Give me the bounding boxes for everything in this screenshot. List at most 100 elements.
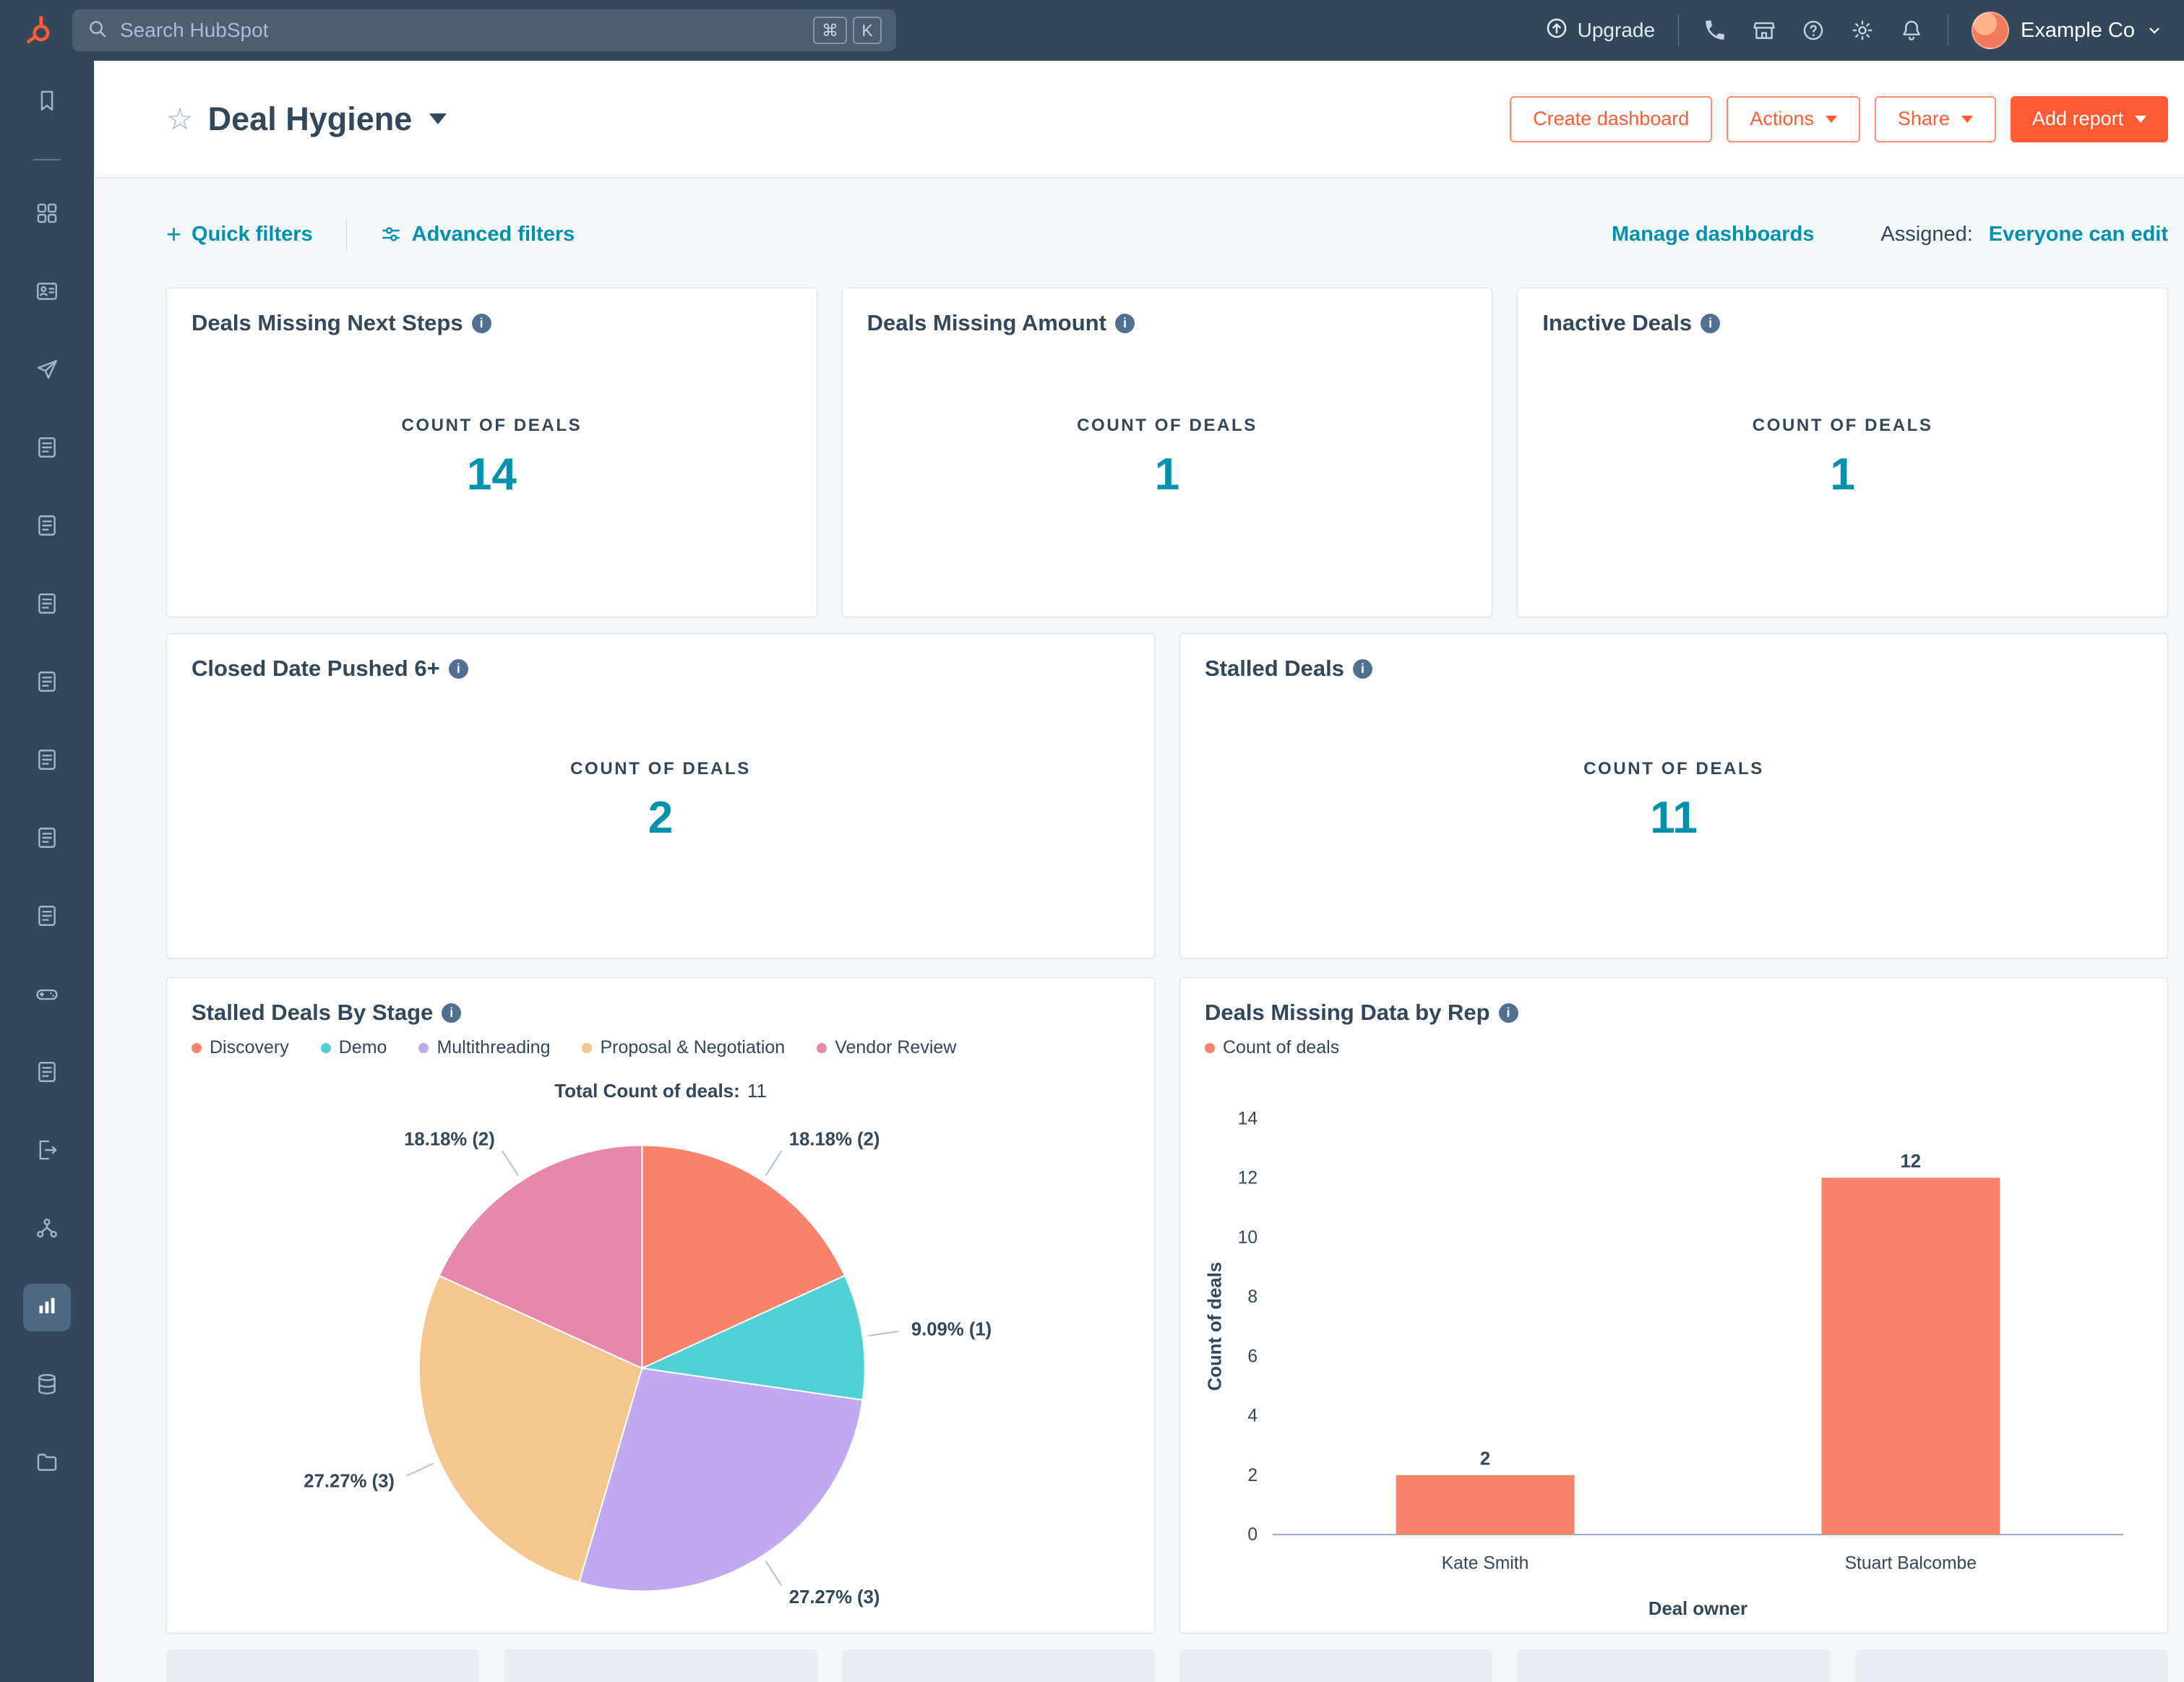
- gear-icon[interactable]: [1849, 17, 1875, 43]
- sidebar-item-data[interactable]: [23, 1362, 71, 1409]
- pie-chart[interactable]: 18.18% (2) 9.09% (1) 27.27% (3) 27.27% (3) 1…: [167, 1102, 1154, 1627]
- actions-button[interactable]: Actions: [1727, 95, 1860, 142]
- kpi-row-1: Deals Missing Next Steps COUNT OF DEALS …: [166, 288, 2168, 617]
- search-input[interactable]: ⌘ K: [72, 9, 896, 51]
- metric-value: 2: [648, 792, 674, 843]
- add-report-label: Add report: [2032, 108, 2123, 129]
- card-title: Closed Date Pushed 6+: [192, 656, 440, 681]
- sidebar-item-dashboards[interactable]: [23, 191, 71, 239]
- controller-icon: [35, 982, 59, 1010]
- info-icon[interactable]: [1352, 658, 1372, 679]
- doc-icon: [35, 669, 59, 698]
- topbar-actions: Upgrade Example Co: [1544, 12, 2162, 49]
- legend-item[interactable]: Vendor Review: [817, 1037, 956, 1058]
- sidebar-item-bookmarks[interactable]: [23, 78, 71, 126]
- metric-label: COUNT OF DEALS: [570, 758, 751, 778]
- share-button[interactable]: Share: [1874, 95, 1996, 142]
- card-closed-date-pushed: Closed Date Pushed 6+ COUNT OF DEALS 2: [166, 633, 1155, 958]
- sidebar-item-files[interactable]: [23, 1440, 71, 1488]
- pie-total-label: Total Count of deals:: [554, 1080, 740, 1102]
- assigned-value-link[interactable]: Everyone can edit: [1988, 222, 2168, 246]
- sidebar-item-crm[interactable]: [23, 269, 71, 317]
- legend-item[interactable]: Proposal & Negotiation: [582, 1037, 785, 1058]
- sidebar-item-content-4[interactable]: [23, 659, 71, 707]
- doc-icon: [35, 513, 59, 541]
- legend-dot: [418, 1042, 429, 1053]
- placeholder-card: [166, 1649, 480, 1682]
- help-icon[interactable]: [1800, 17, 1826, 43]
- legend-label: Multithreading: [437, 1037, 551, 1057]
- avatar: [1972, 12, 2010, 49]
- bar-legend: Count of deals: [1180, 1026, 2167, 1058]
- svg-text:12: 12: [1900, 1151, 1921, 1172]
- sidebar-item-automation[interactable]: [23, 971, 71, 1019]
- sidebar-item-content-1[interactable]: [23, 425, 71, 473]
- pie-legend: Discovery Demo Multithreading Proposal & Ne…: [167, 1026, 1154, 1058]
- shop-icon[interactable]: [1751, 17, 1777, 43]
- advanced-filters-button[interactable]: Advanced filters: [380, 223, 575, 246]
- sidebar-item-marketing[interactable]: [23, 347, 71, 395]
- placeholder-card: [1517, 1649, 1831, 1682]
- sidebar-item-workflows[interactable]: [23, 1206, 71, 1253]
- share-label: Share: [1897, 108, 1950, 129]
- kpi-body: COUNT OF DEALS 1: [1518, 317, 2167, 598]
- info-icon[interactable]: [448, 658, 468, 679]
- add-report-button[interactable]: Add report: [2010, 95, 2168, 142]
- card-stalled-deals: Stalled Deals COUNT OF DEALS 11: [1179, 633, 2168, 958]
- card-title: Stalled Deals: [1205, 656, 1344, 681]
- info-icon[interactable]: [471, 313, 491, 333]
- sidebar-item-content-3[interactable]: [23, 581, 71, 629]
- legend-item[interactable]: Multithreading: [418, 1037, 550, 1058]
- svg-text:6: 6: [1247, 1347, 1257, 1366]
- kpi-body: COUNT OF DEALS 2: [167, 663, 1154, 939]
- upgrade-button[interactable]: Upgrade: [1544, 16, 1655, 46]
- filters-right: Manage dashboards Assigned: Everyone can…: [1612, 223, 2168, 246]
- upgrade-icon: [1544, 16, 1569, 46]
- main-content: ☆ Deal Hygiene Create dashboard Actions …: [94, 61, 2184, 1682]
- id-card-icon: [35, 279, 59, 307]
- dashboard-switcher-caret-icon[interactable]: [429, 113, 447, 124]
- metric-label: COUNT OF DEALS: [1583, 758, 1764, 778]
- legend-item[interactable]: Count of deals: [1205, 1037, 1339, 1058]
- sidebar: [0, 61, 94, 1682]
- dashboard-content: + Quick filters Advanced filters Manage …: [94, 178, 2184, 1682]
- search-icon: [87, 18, 108, 43]
- sidebar-item-content-8[interactable]: [23, 1050, 71, 1097]
- account-menu[interactable]: Example Co: [1972, 12, 2162, 49]
- doc-icon: [35, 904, 59, 932]
- sidebar-item-reporting[interactable]: [23, 1284, 71, 1331]
- info-icon[interactable]: [1114, 313, 1135, 333]
- info-icon[interactable]: [1498, 1003, 1518, 1023]
- search-shortcut: ⌘ K: [813, 17, 882, 44]
- legend-item[interactable]: Discovery: [192, 1037, 289, 1058]
- header-actions: Create dashboard Actions Share Add repor…: [1510, 95, 2168, 142]
- svg-text:Count of deals: Count of deals: [1205, 1262, 1226, 1391]
- create-dashboard-button[interactable]: Create dashboard: [1510, 95, 1713, 142]
- placeholder-card: [1179, 1649, 1493, 1682]
- info-icon[interactable]: [442, 1003, 462, 1023]
- cmd-key: ⌘: [813, 17, 847, 44]
- svg-text:Kate Smith: Kate Smith: [1442, 1553, 1529, 1573]
- sign-out-icon: [35, 1138, 59, 1166]
- bell-icon[interactable]: [1899, 17, 1925, 43]
- quick-filters-button[interactable]: + Quick filters: [166, 221, 313, 247]
- search-field[interactable]: [120, 19, 801, 42]
- legend-dot: [1205, 1042, 1215, 1053]
- sidebar-item-content-7[interactable]: [23, 893, 71, 941]
- sidebar-item-content-5[interactable]: [23, 737, 71, 785]
- phone-icon[interactable]: [1702, 17, 1728, 43]
- metric-value: 14: [466, 449, 517, 499]
- sidebar-item-content-6[interactable]: [23, 815, 71, 863]
- info-icon[interactable]: [1701, 313, 1721, 333]
- favorite-star-icon[interactable]: ☆: [166, 101, 194, 136]
- filters-divider: [345, 218, 347, 250]
- card-title: Stalled Deals By Stage: [192, 1000, 434, 1025]
- bar-chart[interactable]: 0 2 4 6 8 10 12 14 2 Kate Smith 12 Stuart Balcombe D…: [1180, 1084, 2167, 1623]
- metric-label: COUNT OF DEALS: [1752, 415, 1933, 435]
- metric-label: COUNT OF DEALS: [1077, 415, 1257, 435]
- hubspot-logo-icon[interactable]: [22, 13, 56, 48]
- sidebar-item-content-2[interactable]: [23, 503, 71, 551]
- sidebar-item-commerce[interactable]: [23, 1128, 71, 1175]
- legend-item[interactable]: Demo: [320, 1037, 387, 1058]
- manage-dashboards-link[interactable]: Manage dashboards: [1612, 222, 1815, 246]
